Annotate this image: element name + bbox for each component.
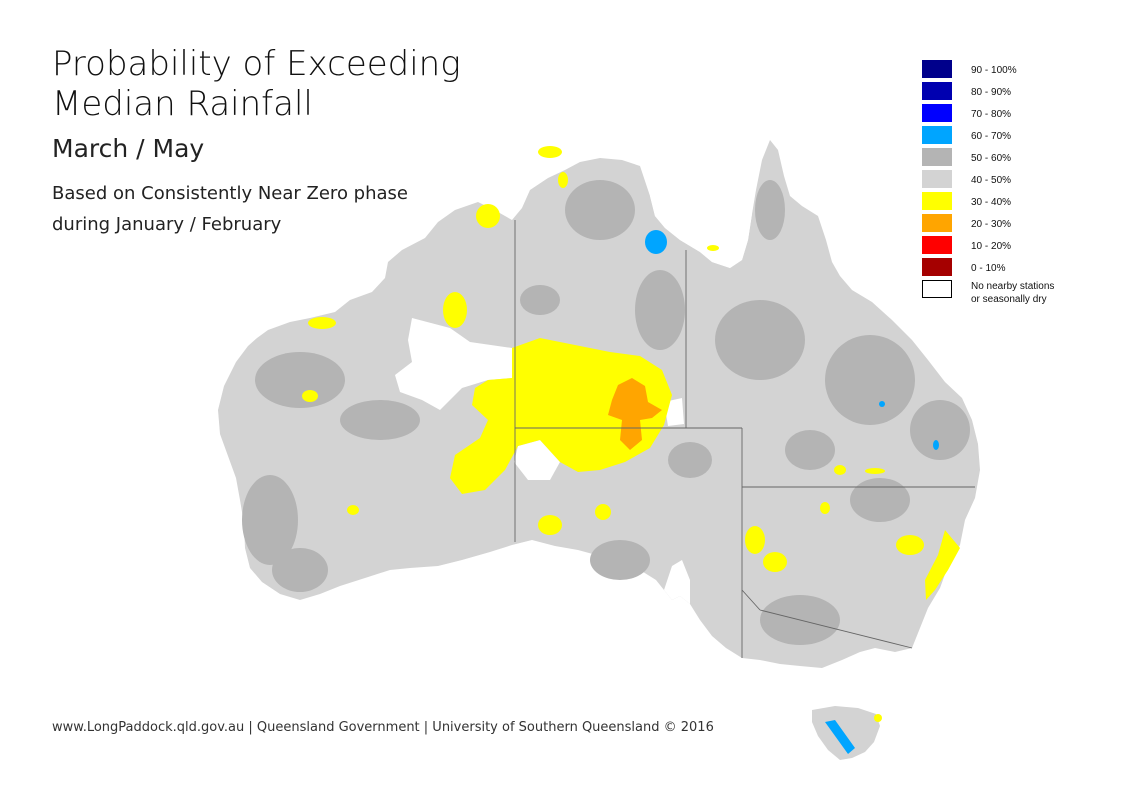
legend-row: 70 - 80% — [922, 104, 1054, 126]
map-title-line1: Probability of Exceeding — [52, 44, 461, 84]
legend-row: 40 - 50% — [922, 170, 1054, 192]
legend-label: No nearby stations or seasonally dry — [971, 281, 1055, 305]
legend-label: 70 - 80% — [971, 109, 1012, 120]
legend-swatch — [922, 170, 952, 188]
legend-label: 50 - 60% — [971, 153, 1012, 164]
map-title-line2: Median Rainfall — [52, 84, 313, 124]
legend-swatch — [922, 148, 952, 166]
legend-label: 80 - 90% — [971, 87, 1012, 98]
legend-swatch — [922, 192, 952, 210]
legend-row: 50 - 60% — [922, 148, 1054, 170]
map-note-line1: Based on Consistently Near Zero phase — [52, 183, 408, 204]
legend-swatch — [922, 126, 952, 144]
legend-label: 0 - 10% — [971, 263, 1006, 274]
legend-row: No nearby stations or seasonally dry — [922, 280, 1054, 305]
legend-swatch — [922, 280, 952, 298]
spencer-gulf — [664, 560, 690, 604]
legend-swatch — [922, 214, 952, 232]
map-title: Probability of Exceeding Median Rainfall — [52, 44, 461, 124]
legend-row: 80 - 90% — [922, 82, 1054, 104]
legend-row: 30 - 40% — [922, 192, 1054, 214]
gulf-of-carpentaria — [640, 166, 752, 268]
legend-label: 10 - 20% — [971, 241, 1012, 252]
map-note: Based on Consistently Near Zero phase du… — [52, 178, 408, 240]
map-legend: 90 - 100% 80 - 90% 70 - 80% 60 - 70% 50 … — [922, 60, 1054, 305]
legend-label: 20 - 30% — [971, 219, 1012, 230]
legend-swatch — [922, 82, 952, 100]
legend-label: 40 - 50% — [971, 175, 1012, 186]
footer-credits: www.LongPaddock.qld.gov.au | Queensland … — [52, 720, 714, 735]
tasmania — [812, 706, 880, 760]
legend-label: 90 - 100% — [971, 65, 1017, 76]
orange-20-30-patch — [608, 378, 662, 450]
grey-50-60-patches — [242, 180, 970, 645]
yellow-30-40-patches — [302, 146, 960, 722]
legend-swatch — [922, 236, 952, 254]
legend-row: 0 - 10% — [922, 258, 1054, 280]
blue-60-70-patches — [645, 230, 939, 754]
legend-swatch — [922, 104, 952, 122]
legend-row: 20 - 30% — [922, 214, 1054, 236]
state-borders — [514, 220, 975, 658]
legend-row: 90 - 100% — [922, 60, 1054, 82]
legend-label: 30 - 40% — [971, 197, 1012, 208]
legend-row: 10 - 20% — [922, 236, 1054, 258]
legend-row: 60 - 70% — [922, 126, 1054, 148]
map-subtitle: March / May — [52, 134, 205, 163]
map-note-line2: during January / February — [52, 214, 282, 235]
legend-label: 60 - 70% — [971, 131, 1012, 142]
no-stations-regions — [395, 318, 684, 480]
legend-swatch — [922, 258, 952, 276]
legend-swatch — [922, 60, 952, 78]
